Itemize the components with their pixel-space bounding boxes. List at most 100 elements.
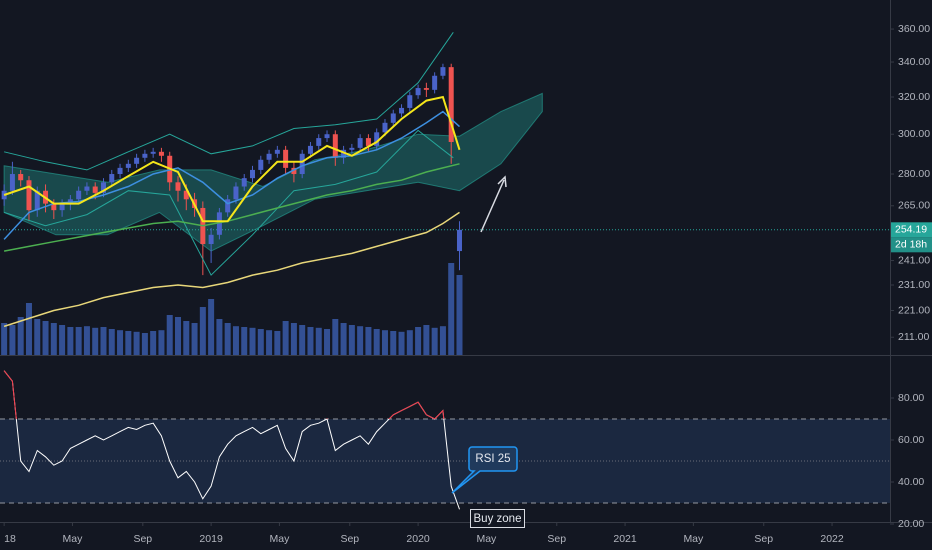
volume-bar — [431, 327, 438, 355]
volume-bar — [456, 275, 463, 355]
last-price-box — [891, 222, 932, 238]
indicator-line — [3, 32, 454, 171]
candle-body — [183, 190, 189, 200]
time-tick-label: May — [476, 533, 497, 545]
volume-bar — [307, 327, 314, 355]
volume-bar — [348, 325, 355, 355]
time-tick-label: Sep — [133, 533, 152, 545]
volume-bar — [9, 325, 16, 355]
volume-bar — [133, 331, 140, 355]
volume-bar — [357, 326, 364, 355]
arrow-head — [497, 175, 507, 188]
time-tick-label: May — [269, 533, 290, 545]
candle-body — [283, 149, 289, 168]
candle-body — [357, 138, 363, 148]
price-tick-label: 320.00 — [898, 91, 930, 103]
volume-bar — [92, 327, 99, 355]
time-tick-label: 18 — [4, 533, 16, 545]
volume-bar — [381, 330, 388, 355]
candle-body — [307, 145, 313, 154]
candle-body — [440, 67, 446, 76]
candle-body — [349, 147, 355, 150]
candle-body — [125, 163, 131, 168]
candle-body — [134, 157, 140, 164]
callout-text: RSI 25 — [475, 453, 510, 465]
rsi-tick-label: 40.00 — [898, 476, 924, 488]
indicator-line — [3, 211, 460, 328]
volume-bar — [59, 325, 66, 355]
volume-bar — [100, 327, 107, 355]
label-text: Buy zone — [474, 513, 522, 525]
volume-bar — [25, 303, 32, 355]
label-box — [470, 509, 525, 528]
volume-bar — [232, 326, 239, 355]
rsi-tick-label: 20.00 — [898, 518, 924, 530]
price-tick-label: 360.00 — [898, 23, 930, 35]
candle-body — [423, 88, 429, 90]
volume-bar — [34, 319, 41, 355]
volume-bar — [125, 331, 132, 355]
trend-arrow — [480, 175, 507, 233]
candle-body — [291, 167, 297, 175]
buy-zone-label: Buy zone — [470, 509, 525, 528]
rsi-tick-label: 60.00 — [898, 434, 924, 446]
candle-body — [456, 229, 462, 252]
price-tick-label: 280.00 — [898, 168, 930, 180]
volume-bar — [274, 331, 281, 355]
volume-bar — [373, 329, 380, 355]
candle-body — [332, 134, 338, 158]
volume-bar — [50, 323, 57, 355]
volume-bar — [42, 321, 49, 355]
candle-body — [274, 149, 280, 154]
volume-bar — [1, 323, 8, 355]
candle-body — [100, 182, 106, 193]
candle-body — [59, 203, 65, 211]
candle-body — [175, 182, 181, 191]
volume-bar — [83, 326, 90, 355]
volume-bar — [282, 321, 289, 355]
volume-bar — [324, 329, 331, 355]
candle-body — [258, 159, 264, 170]
volume-bar — [158, 330, 165, 355]
time-tick-label: 2021 — [613, 533, 637, 545]
volume-bar — [166, 315, 173, 355]
candle-body — [34, 190, 40, 211]
volume-bar — [75, 327, 82, 355]
price-tick-label: 265.00 — [898, 200, 930, 212]
volume-bar — [199, 307, 206, 355]
candle-body — [374, 132, 380, 146]
candle-body — [76, 190, 82, 200]
volume-bar — [17, 317, 24, 355]
last-price-label: 254.19 — [895, 224, 927, 236]
price-pane — [0, 32, 890, 355]
rsi-tick-label: 80.00 — [898, 392, 924, 404]
volume-bar — [406, 330, 413, 355]
countdown-label: 2d 18h — [895, 239, 927, 251]
price-tick-label: 211.00 — [898, 331, 929, 343]
volume-bar — [208, 299, 215, 355]
candle-body — [365, 138, 371, 146]
axes: 80.00 60.00 40.00 20.00 360.00 340.00 320.00 30… — [3, 23, 932, 545]
candle-body — [341, 149, 347, 158]
volume-bar — [249, 327, 256, 355]
candle-body — [324, 134, 330, 139]
time-tick-label: May — [683, 533, 704, 545]
volume-bar — [365, 327, 372, 355]
candle-body — [233, 186, 239, 200]
candle-body — [142, 153, 148, 158]
candle-body — [208, 234, 214, 245]
time-tick-label: Sep — [340, 533, 359, 545]
candle-body — [158, 151, 164, 156]
volume-bar — [175, 317, 181, 355]
candle-body — [382, 122, 388, 133]
volume-bar — [183, 321, 190, 355]
candle-body — [109, 174, 115, 183]
candle-body — [299, 153, 305, 175]
countdown-box — [891, 237, 932, 253]
volume-bar — [108, 329, 115, 355]
time-tick-label: May — [63, 533, 84, 545]
volume-bar — [415, 327, 422, 355]
rsi-pane — [0, 370, 890, 510]
price-tick-label: 231.00 — [898, 279, 930, 291]
cloud-area — [3, 92, 543, 252]
